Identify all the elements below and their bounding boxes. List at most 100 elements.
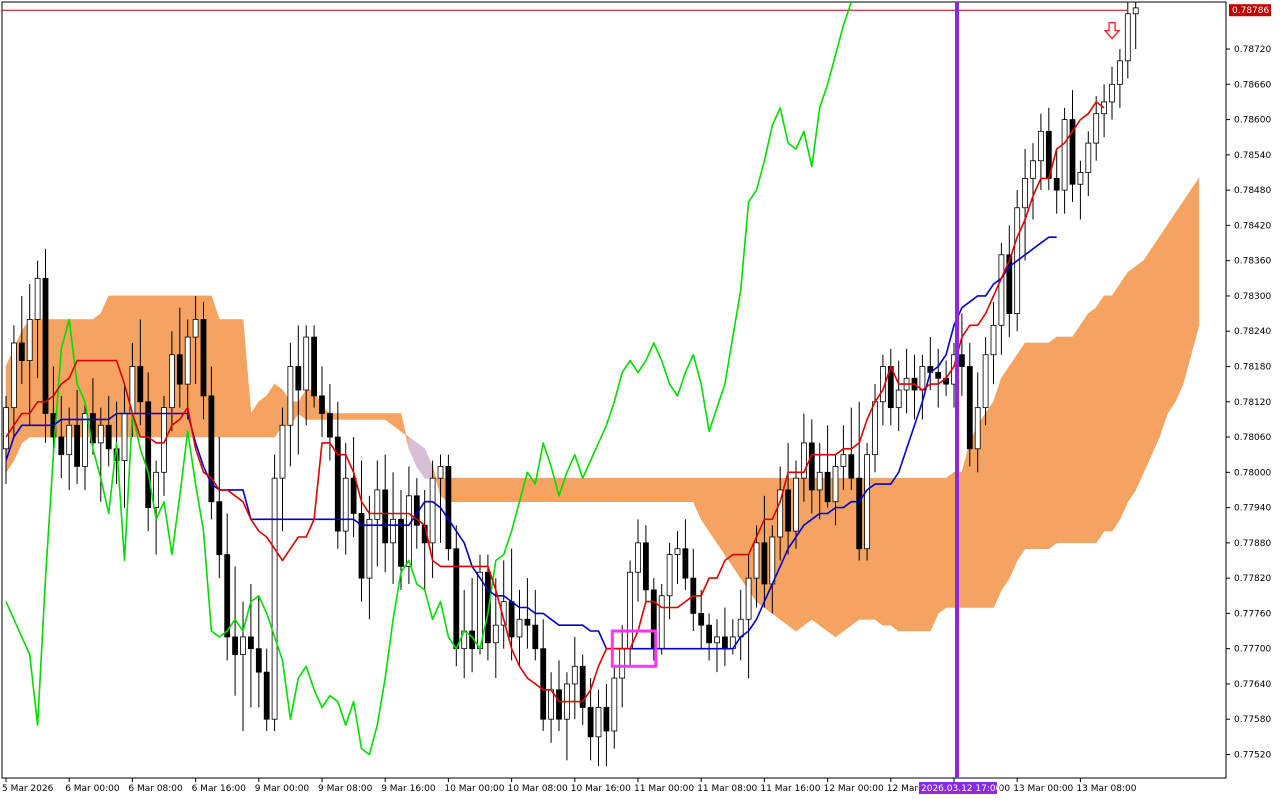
candle[interactable] (982, 337, 989, 426)
candle[interactable] (1077, 160, 1084, 220)
candle[interactable] (808, 419, 815, 514)
candle[interactable] (208, 366, 215, 520)
candle[interactable] (390, 472, 397, 584)
candle[interactable] (959, 313, 965, 396)
candle[interactable] (492, 578, 499, 679)
candle[interactable] (168, 331, 175, 432)
candle[interactable] (145, 372, 152, 532)
candle[interactable] (26, 284, 33, 426)
candle[interactable] (184, 319, 191, 420)
candle[interactable] (974, 372, 981, 473)
candle[interactable] (864, 442, 870, 561)
candle[interactable] (540, 619, 547, 731)
candle[interactable] (1038, 113, 1044, 191)
candle[interactable] (793, 460, 799, 549)
candle[interactable] (714, 619, 720, 673)
candle[interactable] (1061, 107, 1068, 214)
candle[interactable] (66, 407, 73, 490)
candle[interactable] (232, 566, 239, 696)
candle[interactable] (271, 454, 278, 731)
candle[interactable] (311, 325, 318, 408)
candle[interactable] (18, 295, 25, 385)
candle[interactable] (176, 307, 183, 408)
candle[interactable] (966, 342, 973, 467)
candle[interactable] (524, 578, 531, 649)
candle[interactable] (255, 595, 262, 708)
candle[interactable] (761, 495, 768, 608)
candle[interactable] (595, 689, 602, 767)
candle[interactable] (10, 325, 17, 438)
candle[interactable] (58, 395, 65, 479)
candle[interactable] (34, 260, 41, 379)
candle[interactable] (1109, 66, 1115, 120)
candle[interactable] (840, 425, 847, 490)
candle[interactable] (801, 413, 807, 502)
candle[interactable] (153, 460, 160, 555)
candle[interactable] (1085, 131, 1092, 196)
candle[interactable] (777, 466, 784, 561)
candle[interactable] (350, 437, 357, 537)
candle[interactable] (998, 243, 1005, 355)
candle[interactable] (611, 666, 618, 749)
candle[interactable] (1101, 84, 1107, 138)
candle[interactable] (287, 342, 294, 467)
candle[interactable] (1022, 148, 1028, 261)
candle[interactable] (319, 366, 325, 438)
marker-rectangle[interactable] (610, 629, 658, 668)
candle[interactable] (200, 301, 207, 420)
candle[interactable] (856, 401, 863, 561)
candle[interactable] (90, 378, 96, 455)
candle[interactable] (1069, 90, 1076, 202)
candle[interactable] (745, 554, 752, 679)
candle[interactable] (587, 678, 594, 761)
candle[interactable] (579, 654, 586, 726)
candle[interactable] (137, 319, 144, 426)
candle[interactable] (445, 454, 452, 561)
candle[interactable] (484, 554, 491, 661)
candle[interactable] (990, 301, 997, 385)
candle[interactable] (1030, 143, 1036, 220)
candle[interactable] (224, 513, 231, 661)
candle[interactable] (532, 589, 539, 661)
candle[interactable] (1132, 2, 1139, 50)
candle[interactable] (643, 525, 649, 602)
candle[interactable] (666, 542, 673, 620)
candle[interactable] (832, 454, 839, 526)
candle[interactable] (1006, 225, 1013, 338)
candle[interactable] (161, 395, 167, 496)
candle[interactable] (816, 442, 823, 520)
candle[interactable] (334, 401, 341, 549)
candle[interactable] (935, 348, 942, 408)
candle[interactable] (571, 636, 578, 720)
candle[interactable] (3, 395, 9, 485)
candle[interactable] (437, 454, 444, 543)
candle[interactable] (240, 601, 246, 731)
candle[interactable] (500, 560, 507, 649)
candle[interactable] (74, 390, 80, 485)
candle[interactable] (342, 442, 349, 555)
candle[interactable] (556, 660, 562, 731)
candle[interactable] (303, 325, 310, 426)
candle[interactable] (1117, 49, 1123, 108)
candle[interactable] (824, 425, 831, 508)
candle[interactable] (358, 460, 365, 602)
candle[interactable] (105, 395, 112, 467)
candle[interactable] (635, 519, 641, 602)
candle[interactable] (326, 384, 333, 461)
candle[interactable] (192, 295, 199, 385)
candle[interactable] (1093, 96, 1100, 161)
candle[interactable] (785, 442, 791, 555)
candle[interactable] (1124, 2, 1131, 79)
candle[interactable] (97, 407, 104, 502)
candle[interactable] (279, 407, 286, 532)
candle[interactable] (216, 437, 223, 579)
candle[interactable] (698, 589, 705, 649)
candle[interactable] (42, 248, 49, 443)
candle[interactable] (295, 325, 302, 455)
candle[interactable] (682, 519, 689, 590)
candle[interactable] (366, 495, 373, 620)
candle[interactable] (895, 360, 902, 432)
candle[interactable] (263, 648, 270, 731)
